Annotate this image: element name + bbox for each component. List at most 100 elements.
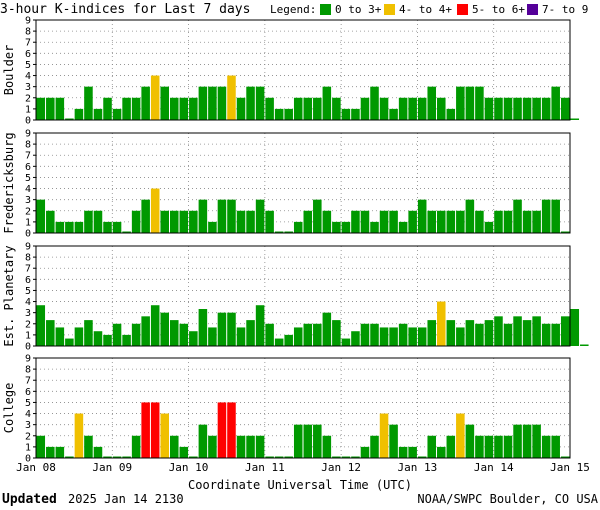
k-index-bar (65, 118, 74, 120)
k-index-bar (484, 435, 494, 458)
k-index-bar (227, 402, 236, 458)
k-index-bar (93, 446, 103, 458)
y-tick-label: 0 (25, 454, 31, 465)
legend-entry-label: 5- to 6+ (472, 3, 525, 16)
k-index-bar (293, 327, 303, 346)
k-index-bar (370, 86, 379, 120)
k-index-bar (265, 210, 274, 233)
panel-frame (35, 19, 571, 121)
k-index-bar (150, 188, 160, 233)
k-index-bar (408, 327, 417, 346)
k-index-bar (265, 97, 274, 120)
k-index-bar (494, 210, 503, 233)
y-tick-label: 5 (25, 60, 31, 71)
k-index-bar (398, 446, 408, 458)
k-index-bar (398, 221, 408, 233)
k-index-bar (437, 446, 446, 458)
k-index-bar (379, 413, 389, 458)
k-index-bar (351, 210, 360, 233)
k-index-bar (465, 199, 475, 233)
k-index-bar (437, 210, 446, 233)
k-index-bar (246, 320, 255, 346)
y-tick-label: 3 (25, 308, 31, 319)
k-index-bar (46, 446, 55, 458)
k-index-bar (255, 199, 265, 233)
k-index-bar (208, 221, 217, 233)
k-index-bar (303, 210, 313, 233)
k-index-bar (560, 316, 570, 346)
k-index-bar (341, 338, 351, 346)
k-index-bar (503, 435, 513, 458)
k-index-bar (475, 435, 484, 458)
panel-background (36, 133, 570, 233)
k-index-bar (46, 320, 55, 346)
k-index-bar (522, 320, 532, 346)
x-tick-label: Jan 11 (245, 461, 285, 474)
k-index-bar (522, 424, 532, 458)
k-index-bar (303, 323, 313, 346)
k-index-bar (532, 316, 541, 346)
k-index-bar (522, 210, 532, 233)
panel-frame (35, 357, 571, 459)
k-index-bar (93, 210, 103, 233)
k-index-bar (551, 435, 560, 458)
y-tick-label: 2 (25, 206, 31, 217)
k-index-bar (65, 456, 74, 458)
y-tick-label: 0 (25, 229, 31, 240)
k-index-bar (170, 97, 179, 120)
x-tick-label: Jan 15 (550, 461, 590, 474)
k-index-bar (46, 210, 55, 233)
k-index-bar (541, 199, 551, 233)
k-index-bar (208, 86, 217, 120)
k-index-bar (93, 331, 103, 346)
k-index-bar (131, 323, 141, 346)
k-index-bar (370, 221, 379, 233)
k-index-bar (84, 210, 93, 233)
k-index-bar (236, 327, 246, 346)
k-index-bar (103, 456, 112, 458)
k-index-bar (255, 435, 265, 458)
k-index-bar (417, 199, 427, 233)
panel-frame (35, 245, 571, 347)
y-tick-label: 3 (25, 195, 31, 206)
k-index-bar (389, 327, 398, 346)
k-index-bar (36, 199, 46, 233)
x-tick-label: Jan 13 (398, 461, 438, 474)
k-index-bar (322, 312, 332, 346)
k-index-bar (227, 199, 236, 233)
y-tick-label: 2 (25, 93, 31, 104)
k-index-bar (351, 331, 360, 346)
y-tick-label: 5 (25, 398, 31, 409)
k-index-bar (93, 108, 103, 120)
k-index-bar (322, 86, 332, 120)
k-index-bar (122, 97, 131, 120)
y-tick-label: 9 (25, 354, 31, 365)
k-index-bar (112, 108, 122, 120)
k-index-bar (160, 312, 169, 346)
k-index-bar (332, 320, 341, 346)
k-index-bar (293, 424, 303, 458)
y-tick-label: 0 (25, 342, 31, 353)
k-index-bar (322, 210, 332, 233)
k-index-bar (417, 456, 427, 458)
k-index-bar (398, 97, 408, 120)
k-index-bar (379, 327, 389, 346)
k-index-bar (160, 210, 169, 233)
k-index-bar (503, 323, 513, 346)
k-index-bar (284, 231, 293, 233)
k-index-bar (389, 210, 398, 233)
legend: 0 to 3+ 4- to 4+ 5- to 6+ 7- to 9 (320, 3, 588, 16)
k-index-bar (293, 97, 303, 120)
k-index-bar (341, 108, 351, 120)
k-index-bar (246, 86, 255, 120)
k-index-bar (284, 108, 293, 120)
k-index-bar (274, 108, 284, 120)
k-index-bar (332, 456, 341, 458)
k-index-bar (560, 231, 570, 233)
k-index-bar (532, 210, 541, 233)
k-index-bar (150, 402, 160, 458)
k-index-bar (255, 305, 265, 346)
